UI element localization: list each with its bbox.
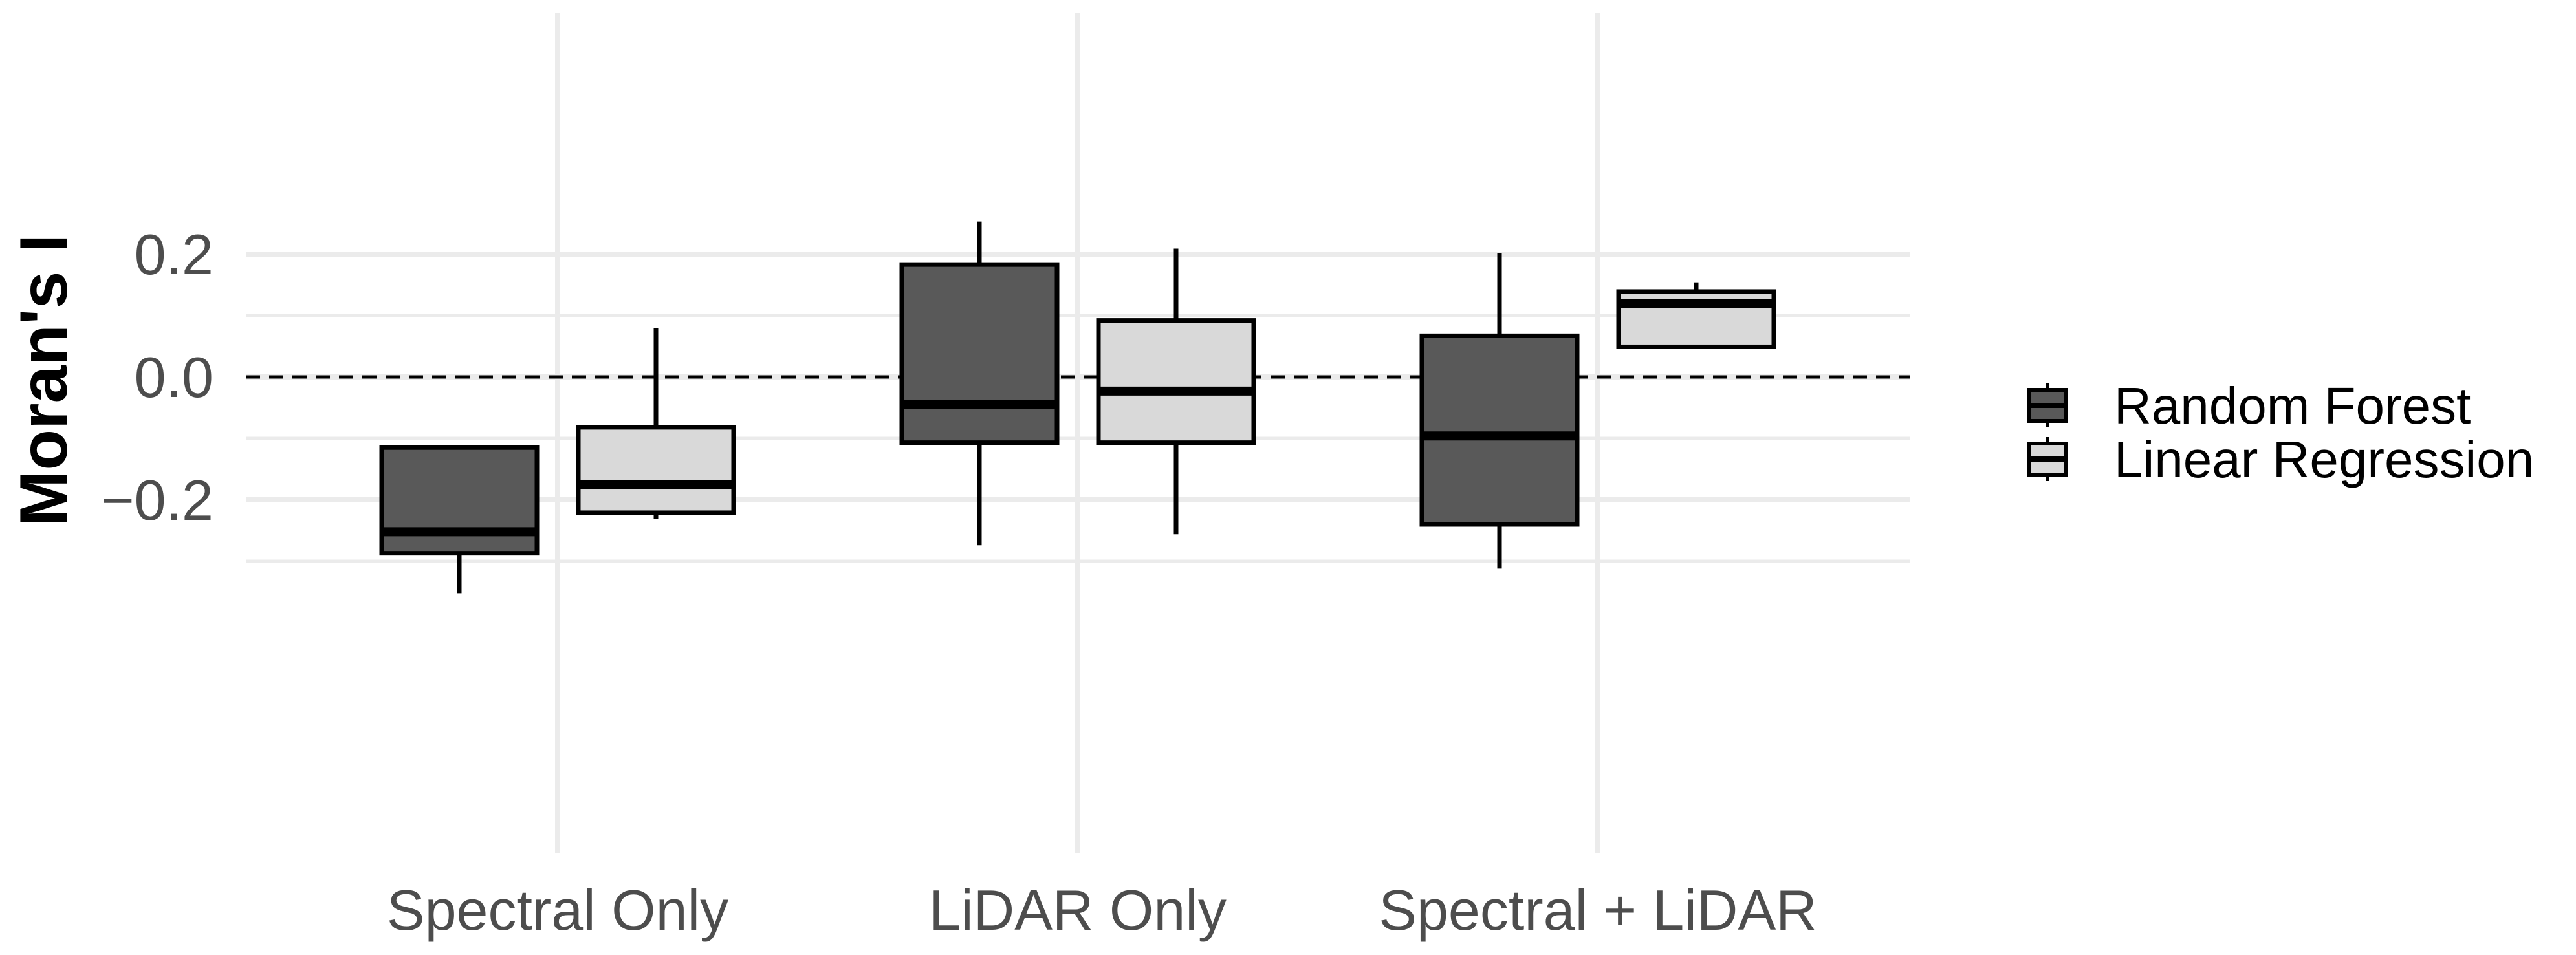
box-linear-regression-0 <box>576 328 736 519</box>
y-axis-ticks: −0.2 0.0 0.2 <box>101 222 213 532</box>
y-axis-title: Moran's I <box>6 234 82 526</box>
y-tick-label: 0.2 <box>135 222 213 286</box>
legend-item: Linear Regression <box>2027 431 2534 488</box>
box-body <box>1419 333 1580 527</box>
box-body <box>1096 318 1256 445</box>
box-random-forest-1 <box>899 221 1060 546</box>
box-linear-regression-1 <box>1096 248 1256 535</box>
grid-lines <box>246 13 1910 853</box>
x-tick-label: Spectral + LiDAR <box>1379 878 1817 942</box>
box-random-forest-2 <box>1419 253 1580 569</box>
x-tick-label: LiDAR Only <box>929 878 1227 942</box>
y-tick-label: −0.2 <box>101 468 213 532</box>
x-tick-label: Spectral Only <box>387 878 728 942</box>
box-plots <box>379 221 1776 594</box>
legend-label: Linear Regression <box>2114 431 2534 488</box>
x-axis-ticks: Spectral Only LiDAR Only Spectral + LiDAR <box>387 878 1817 942</box>
legend-item: Random Forest <box>2027 377 2471 435</box>
box-body <box>576 425 736 515</box>
box-linear-regression-2 <box>1616 282 1776 349</box>
legend-label: Random Forest <box>2114 377 2471 435</box>
box-random-forest-0 <box>379 445 540 594</box>
box-body <box>899 262 1060 445</box>
box-body <box>379 445 540 556</box>
y-tick-label: 0.0 <box>135 345 213 409</box>
